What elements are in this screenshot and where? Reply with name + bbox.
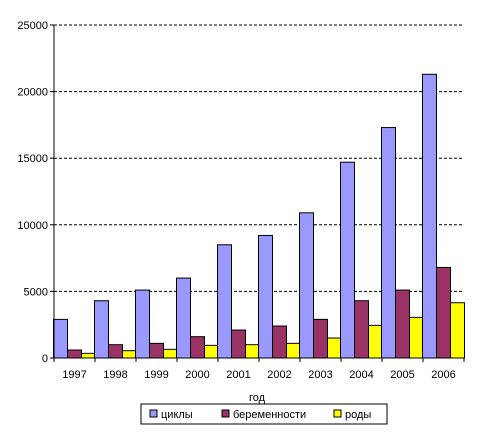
bar — [409, 316, 424, 359]
bar — [94, 300, 109, 359]
y-tick-label: 5000 — [24, 286, 48, 298]
bar — [53, 318, 68, 359]
x-tick-label: 2004 — [349, 369, 373, 381]
bar — [258, 234, 273, 359]
bar — [81, 352, 96, 359]
x-tick-label: 2002 — [267, 369, 291, 381]
y-tick-label: 0 — [42, 353, 48, 365]
bar — [108, 344, 123, 359]
x-tick-label: 2003 — [308, 369, 332, 381]
bar — [368, 324, 383, 359]
y-tick-label: 10000 — [17, 220, 48, 232]
x-tick-label: 2005 — [390, 369, 414, 381]
y-tick-label: 15000 — [17, 153, 48, 165]
y-tick-labels: 0 5000 10000 15000 20000 25000 — [17, 20, 54, 365]
legend-swatch — [333, 409, 342, 418]
bar — [286, 342, 301, 359]
legend-frame — [140, 403, 388, 425]
bar — [354, 300, 369, 359]
y-tick-label: 25000 — [17, 20, 48, 32]
y-tick-label: 20000 — [17, 87, 48, 99]
bar — [67, 349, 82, 359]
bar — [299, 212, 314, 359]
legend-label: беременности — [233, 409, 306, 421]
x-tick-label: 1998 — [103, 369, 127, 381]
legend-label: циклы — [161, 409, 193, 421]
bar — [149, 342, 164, 359]
bar — [340, 161, 355, 359]
legend-label: роды — [345, 409, 371, 421]
x-tick-label: 2001 — [226, 369, 250, 381]
bar — [313, 318, 328, 359]
x-tick-label: 2006 — [431, 369, 455, 381]
bar — [422, 73, 437, 359]
bar — [176, 277, 191, 359]
bar — [327, 337, 342, 359]
x-tick-label: 1999 — [144, 369, 168, 381]
bar — [122, 350, 137, 359]
legend-swatch — [221, 409, 230, 418]
bar — [204, 344, 219, 359]
x-tick-label: 2000 — [185, 369, 209, 381]
bar — [245, 344, 260, 359]
bar — [135, 289, 150, 359]
bar — [190, 336, 205, 359]
legend-swatch — [149, 409, 158, 418]
bar — [381, 127, 396, 359]
bar — [272, 325, 287, 359]
x-axis-title: год — [249, 392, 266, 404]
bar — [395, 289, 410, 359]
bar — [231, 329, 246, 359]
x-tick-label: 1997 — [62, 369, 86, 381]
bar — [436, 266, 451, 359]
bars — [53, 73, 465, 359]
bar — [163, 348, 178, 359]
bar — [217, 244, 232, 359]
legend: циклы беременности роды — [140, 403, 388, 425]
bar — [450, 302, 465, 359]
x-tick-labels: 1997 1998 1999 2000 2001 2002 2003 2004 2005 2006 — [53, 358, 465, 381]
